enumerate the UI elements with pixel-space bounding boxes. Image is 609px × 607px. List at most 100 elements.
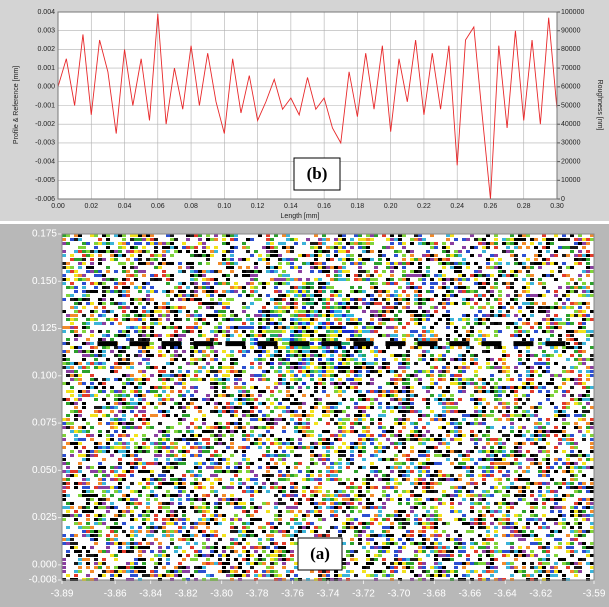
speckle xyxy=(162,346,166,349)
speckle xyxy=(242,386,246,389)
speckle xyxy=(234,474,238,477)
speckle xyxy=(334,422,338,425)
speckle xyxy=(122,454,126,457)
speckle xyxy=(334,266,338,269)
speckle xyxy=(462,462,466,465)
speckle xyxy=(318,470,322,473)
speckle xyxy=(66,422,70,425)
speckle xyxy=(294,534,298,537)
speckle xyxy=(222,458,226,461)
speckle xyxy=(350,462,354,465)
speckle xyxy=(150,254,154,257)
speckle xyxy=(74,286,78,289)
speckle xyxy=(458,502,462,505)
speckle xyxy=(274,382,278,385)
speckle xyxy=(286,466,290,469)
speckle xyxy=(238,294,242,297)
speckle xyxy=(238,506,242,509)
speckle xyxy=(426,554,430,557)
speckle xyxy=(98,534,102,537)
speckle xyxy=(178,262,182,265)
speckle xyxy=(182,446,186,449)
speckle xyxy=(138,262,142,265)
speckle xyxy=(178,286,182,289)
speckle xyxy=(274,570,278,573)
speckle xyxy=(430,282,434,285)
speckle xyxy=(190,354,194,357)
speckle xyxy=(366,322,370,325)
speckle xyxy=(86,318,90,321)
speckle xyxy=(306,470,310,473)
speckle xyxy=(178,494,182,497)
speckle xyxy=(174,358,178,361)
speckle xyxy=(230,350,234,353)
speckle xyxy=(86,394,90,397)
speckle xyxy=(266,474,270,477)
speckle xyxy=(126,426,130,429)
speckle xyxy=(154,530,158,533)
speckle xyxy=(178,570,182,573)
speckle xyxy=(114,418,118,421)
speckle xyxy=(298,430,302,433)
speckle xyxy=(302,358,306,361)
speckle xyxy=(442,278,446,281)
speckle xyxy=(418,494,422,497)
speckle xyxy=(302,402,306,405)
speckle xyxy=(254,414,258,417)
speckle xyxy=(274,286,278,289)
speckle xyxy=(170,262,174,265)
speckle xyxy=(346,378,350,381)
speckle xyxy=(110,542,114,545)
speckle xyxy=(434,414,438,417)
speckle xyxy=(266,510,270,513)
speckle xyxy=(450,494,454,497)
speckle xyxy=(262,482,266,485)
speckle xyxy=(206,238,210,241)
speckle xyxy=(422,462,426,465)
speckle xyxy=(362,398,366,401)
speckle xyxy=(214,334,218,337)
speckle xyxy=(206,314,210,317)
speckle xyxy=(310,394,314,397)
speckle xyxy=(278,306,282,309)
speckle xyxy=(454,410,458,413)
speckle xyxy=(434,530,438,533)
speckle xyxy=(146,542,150,545)
speckle xyxy=(250,414,254,417)
speckle xyxy=(450,302,454,305)
speckle xyxy=(134,530,138,533)
speckle xyxy=(118,482,122,485)
speckle xyxy=(138,298,142,301)
speckle xyxy=(326,498,330,501)
speckle xyxy=(194,566,198,569)
speckle xyxy=(246,422,250,425)
speckle xyxy=(162,366,166,369)
speckle xyxy=(266,250,270,253)
speckle xyxy=(430,534,434,537)
speckle xyxy=(74,542,78,545)
speckle xyxy=(266,314,270,317)
speckle xyxy=(106,566,110,569)
speckle xyxy=(434,450,438,453)
speckle xyxy=(426,574,430,577)
speckle xyxy=(394,482,398,485)
speckle xyxy=(446,494,450,497)
speckle xyxy=(94,454,98,457)
speckle xyxy=(126,570,130,573)
speckle xyxy=(206,338,210,341)
speckle xyxy=(194,510,198,513)
speckle xyxy=(106,234,110,237)
speckle xyxy=(146,290,150,293)
speckle xyxy=(342,398,346,401)
speckle xyxy=(394,390,398,393)
speckle xyxy=(298,334,302,337)
speckle xyxy=(422,282,426,285)
speckle xyxy=(366,486,370,489)
speckle xyxy=(390,514,394,517)
speckle xyxy=(198,454,202,457)
speckle xyxy=(214,550,218,553)
speckle xyxy=(266,566,270,569)
speckle xyxy=(118,498,122,501)
speckle xyxy=(174,250,178,253)
speckle xyxy=(422,434,426,437)
